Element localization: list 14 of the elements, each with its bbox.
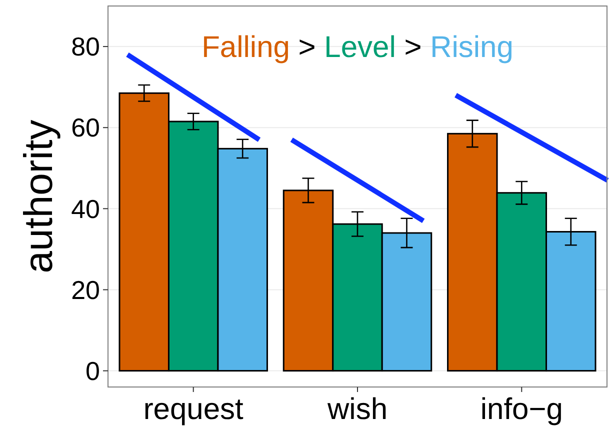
x-tick-label: wish <box>326 393 388 426</box>
y-tick-label: 40 <box>71 194 100 224</box>
y-tick-label: 60 <box>71 112 100 143</box>
annotation: > <box>396 31 430 64</box>
y-tick-label: 80 <box>71 32 100 62</box>
x-tick-label: info−g <box>480 393 563 426</box>
y-tick-label: 20 <box>71 274 100 305</box>
series-label: Falling <box>202 31 290 64</box>
x-tick-label: request <box>143 393 244 426</box>
y-axis-title: authority <box>17 120 61 274</box>
text: Rising <box>430 31 514 64</box>
annotation: > <box>290 31 324 64</box>
y-tick-label: 0 <box>86 356 100 386</box>
text: Level <box>324 31 396 64</box>
